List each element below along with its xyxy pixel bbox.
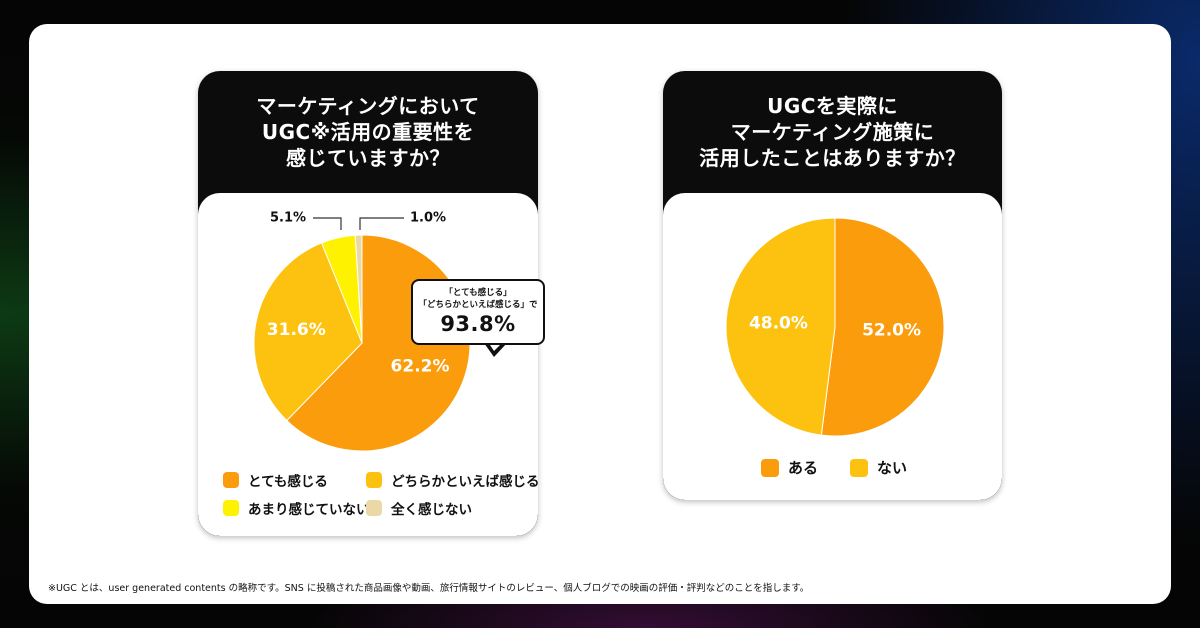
chart-title-line: 感じていますか？ <box>286 146 450 170</box>
chart-title-line: マーケティング施策に <box>730 120 935 144</box>
chart-title-line: UGCを実際に <box>767 94 898 118</box>
legend-label: ない <box>877 459 908 477</box>
chart-card-usage: UGCを実際に マーケティング施策に 活用したことはありますか？ <box>663 71 1002 500</box>
legend-item-very-much: とても感じる <box>223 470 328 490</box>
legend-swatch <box>223 472 239 488</box>
legend-item-not-much: あまり感じていない <box>223 498 370 518</box>
legend-swatch <box>761 458 779 477</box>
legend-label: 全く感じない <box>391 502 472 518</box>
legend-swatch <box>850 458 868 477</box>
chart-title-line: マーケティングにおいて <box>256 94 480 118</box>
chart-title-line: UGC※活用の重要性を <box>261 120 475 144</box>
chart-title-usage: UGCを実際に マーケティング施策に 活用したことはありますか？ <box>663 71 1002 193</box>
legend-item-no: ない <box>850 457 907 478</box>
chart-body-usage <box>663 193 1002 500</box>
legend-label: とても感じる <box>248 474 328 490</box>
legend-item-not-at-all: 全く感じない <box>366 498 472 518</box>
legend-label: どちらかといえば感じる <box>391 474 540 490</box>
callout-line: 「とても感じる」 <box>444 288 512 298</box>
footnote: ※UGC とは、user generated contents の略称です。SN… <box>48 583 810 594</box>
legend-swatch <box>366 472 382 488</box>
legend-swatch <box>223 500 239 516</box>
legend-swatch <box>366 500 382 516</box>
chart-title-line: 活用したことはありますか？ <box>699 146 966 170</box>
callout-total: 「とても感じる」 「どちらかといえば感じる」で 93.8% <box>411 279 545 345</box>
chart-title-importance: マーケティングにおいて UGC※活用の重要性を 感じていますか？ <box>198 71 538 193</box>
legend-item-yes: ある <box>761 457 818 478</box>
legend-label: ある <box>788 459 819 477</box>
callout-line: 「どちらかといえば感じる」で <box>418 300 538 310</box>
legend-item-somewhat: どちらかといえば感じる <box>366 470 540 490</box>
callout-value: 93.8% <box>440 312 516 336</box>
legend-label: あまり感じていない <box>248 502 370 518</box>
